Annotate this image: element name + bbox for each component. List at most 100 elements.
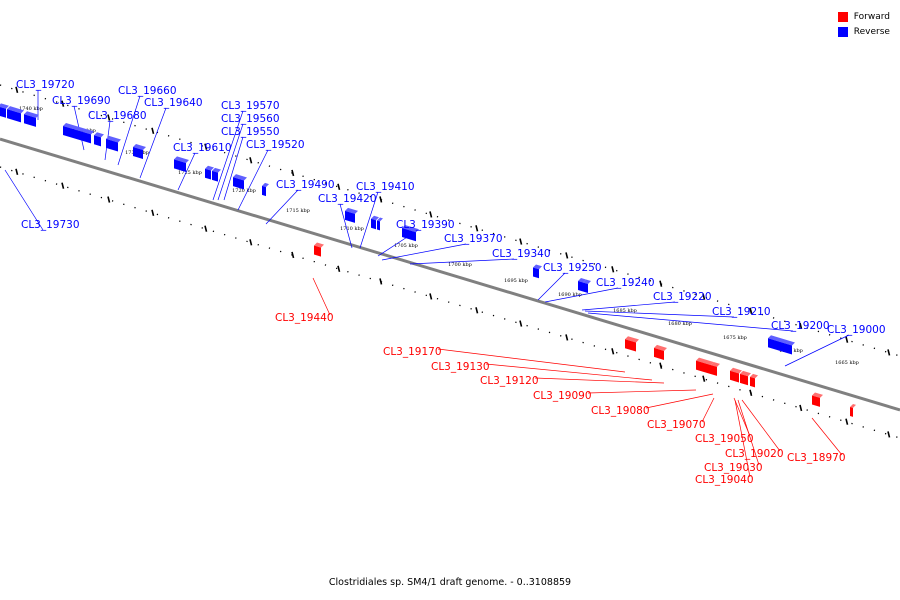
scale-label: 1665 kbp <box>835 360 859 366</box>
scale-dash <box>659 362 663 369</box>
forward-gene-top <box>750 373 758 379</box>
leader-reverse <box>237 149 269 211</box>
leader-reverse <box>117 95 141 166</box>
gene-label-forward: CL3_19030 <box>704 462 763 474</box>
forward-gene <box>625 339 636 352</box>
gene-label-forward: CL3_19440 <box>275 312 334 324</box>
gene-label-reverse: CL3_19490 <box>276 179 335 191</box>
leader-forward <box>737 399 760 466</box>
reverse-gene <box>106 138 118 152</box>
reverse-gene-top <box>377 217 383 222</box>
gene-label-forward: CL3_19080 <box>591 405 650 417</box>
scale-dash <box>475 225 479 232</box>
gene-label-reverse: CL3_19220 <box>653 291 712 303</box>
scale-dash <box>702 375 706 382</box>
scale-dash <box>107 114 111 121</box>
scale-label: 1680 kbp <box>668 321 692 327</box>
gene-label-reverse: CL3_19250 <box>543 262 602 274</box>
scale-label: 1720 kbp <box>232 188 256 194</box>
reverse-gene <box>402 228 416 242</box>
leader-reverse <box>581 301 676 311</box>
leader-forward <box>734 399 751 478</box>
gene-label-reverse: CL3_19730 <box>21 219 80 231</box>
scale-dash <box>519 320 523 327</box>
reverse-gene <box>94 135 101 147</box>
scale-dash <box>204 143 208 150</box>
reverse-gene-top <box>174 156 189 164</box>
reverse-gene <box>133 147 143 160</box>
reverse-gene-top <box>345 207 358 214</box>
scale-dash <box>107 196 111 203</box>
legend-item-forward: Forward <box>837 9 890 24</box>
reverse-gene <box>533 267 539 279</box>
reverse-gene-top <box>583 279 591 285</box>
scale-label: 1685 kbp <box>613 308 637 314</box>
forward-gene-top <box>812 392 823 398</box>
gene-labels: CL3_19720CL3_19690CL3_19680CL3_19660CL3_… <box>16 79 886 486</box>
reverse-gene <box>24 114 36 127</box>
scale-dash <box>749 389 753 397</box>
forward-gene-top <box>696 357 714 366</box>
gene-label-reverse: CL3_19660 <box>118 85 177 97</box>
scale-dash <box>429 293 433 300</box>
gene-label-reverse: CL3_19000 <box>827 324 886 336</box>
scale-dash <box>429 211 433 218</box>
leader-forward <box>741 399 781 452</box>
scale-dash <box>151 209 155 216</box>
gene-label-forward: CL3_19170 <box>383 346 442 358</box>
scale-dash <box>15 86 19 94</box>
scale-dash <box>291 251 295 259</box>
scale-dash <box>611 266 615 273</box>
gene-label-reverse: CL3_19680 <box>88 110 147 122</box>
scale-dash <box>845 336 849 343</box>
gene-label-reverse: CL3_19610 <box>173 142 232 154</box>
forward-gene <box>850 406 853 417</box>
gene-label-reverse: CL3_19390 <box>396 219 455 231</box>
forward-gene <box>711 365 717 376</box>
reverse-gene <box>583 282 588 294</box>
reverse-gene-top <box>205 165 214 171</box>
leader-forward <box>485 363 653 381</box>
gene-label-forward: CL3_19040 <box>695 474 754 486</box>
reverse-gene <box>174 159 186 173</box>
scale-dash <box>519 238 523 245</box>
gene-label-reverse: CL3_19550 <box>221 126 280 138</box>
forward-gene <box>730 370 739 383</box>
leader-reverse <box>381 243 467 261</box>
gene-features <box>0 103 856 417</box>
gene-label-forward: CL3_19070 <box>647 419 706 431</box>
forward-gene-top <box>625 336 639 343</box>
leader-reverse <box>409 258 515 265</box>
leader-forward <box>534 377 665 384</box>
scale-label: 1740 kbp <box>19 106 43 112</box>
forward-gene <box>750 376 755 388</box>
reverse-gene <box>377 220 380 231</box>
scale-dash <box>15 168 19 176</box>
gene-label-reverse: CL3_19560 <box>221 113 280 125</box>
reverse-gene-top <box>233 174 247 181</box>
forward-gene-top <box>740 370 751 377</box>
gene-label-reverse: CL3_19640 <box>144 97 203 109</box>
leader-forward <box>587 389 697 394</box>
scale-dash <box>799 322 803 330</box>
leader-forward <box>811 417 843 456</box>
reverse-gene <box>262 185 266 197</box>
scale-dash <box>379 196 383 203</box>
forward-gene-top <box>711 362 720 367</box>
reverse-gene-top <box>768 335 795 346</box>
scale-dash <box>887 349 891 356</box>
reverse-gene <box>233 177 244 190</box>
forward-gene-top <box>730 367 742 374</box>
scale-dash <box>249 157 253 164</box>
leader-forward <box>645 393 714 409</box>
legend-reverse-label: Reverse <box>853 26 890 37</box>
reverse-gene-top <box>63 122 94 135</box>
forward-gene <box>740 373 748 386</box>
reverse-gene-top <box>533 264 542 270</box>
reverse-gene <box>205 168 211 180</box>
legend-forward-label: Forward <box>853 11 890 22</box>
reverse-gene-top <box>212 167 221 173</box>
scale-dash <box>611 348 615 355</box>
gene-label-reverse: CL3_19690 <box>52 95 111 107</box>
leader-forward <box>312 277 331 316</box>
